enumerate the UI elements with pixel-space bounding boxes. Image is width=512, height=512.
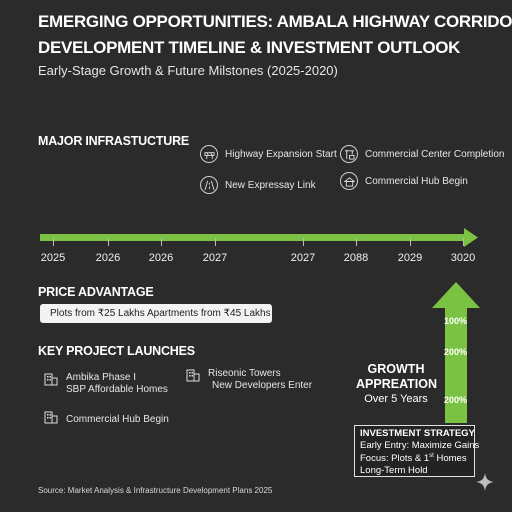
strategy-line: Long-Term Hold xyxy=(360,464,428,476)
timeline-year: 2088 xyxy=(343,252,369,264)
building-icon xyxy=(44,373,58,386)
timeline-tick xyxy=(53,238,54,246)
investment-strategy-box: INVESTMENT STRATEGY Early Entry: Maximiz… xyxy=(354,425,480,477)
crane-icon xyxy=(340,145,358,163)
timeline-tick xyxy=(215,238,216,246)
growth-title: GROWTH APPREATION Over 5 Years xyxy=(356,362,438,405)
road-icon xyxy=(200,176,218,194)
price-text: Plots from ₹25 Lakhs Apartments from ₹45… xyxy=(50,308,271,319)
milestone-highway-expansion: Highway Expansion Start xyxy=(200,145,337,163)
building-icon xyxy=(340,172,358,190)
price-heading: PRICE ADVANTAGE xyxy=(38,285,154,299)
launch-item: Commercial Hub Begin xyxy=(44,410,169,426)
timeline-tick xyxy=(356,238,357,246)
price-box: Plots from ₹25 Lakhs Apartments from ₹45… xyxy=(40,304,272,323)
road-barrier-icon xyxy=(200,145,218,163)
page-subtitle: Early-Stage Growth & Future Milstones (2… xyxy=(38,63,338,78)
timeline-tick xyxy=(410,238,411,246)
strategy-line: Early Entry: Maximize Gains xyxy=(360,439,480,451)
sparkle-icon xyxy=(476,473,494,491)
building-icon xyxy=(186,369,200,382)
milestone-expressway-link: New Expressay Link xyxy=(200,176,316,194)
timeline-year: 2025 xyxy=(40,252,66,264)
timeline-year: 2027 xyxy=(290,252,316,264)
timeline-tick xyxy=(463,238,464,246)
timeline-year: 2027 xyxy=(202,252,228,264)
launch-item: Riseonic Towers New Developers Enter xyxy=(186,368,312,392)
timeline-arrow xyxy=(40,228,478,247)
infrastructure-heading: MAJOR INFRASTUCTURE xyxy=(38,134,190,148)
timeline-tick xyxy=(303,238,304,246)
page-title: EMERGING OPPORTUNITIES: AMBALA HIGHWAY C… xyxy=(38,12,512,31)
growth-arrow xyxy=(432,282,480,423)
strategy-line: Focus: Plots & 1st Homes xyxy=(360,453,467,465)
timeline-year: 3020 xyxy=(450,252,476,264)
page-subtitle-title: DEVELOPMENT TIMELINE & INVESTMENT OUTLOO… xyxy=(38,38,461,57)
growth-level: 200% xyxy=(444,347,468,357)
source-note: Source: Market Analysis & Infrastructure… xyxy=(38,486,273,495)
timeline-tick xyxy=(161,238,162,246)
launches-heading: KEY PROJECT LAUNCHES xyxy=(38,344,195,358)
timeline-year: 2029 xyxy=(397,252,423,264)
launch-item: Ambika Phase I SBP Affordable Homes xyxy=(44,372,168,396)
growth-level: 200% xyxy=(444,395,468,405)
growth-level: 100% xyxy=(444,316,468,326)
timeline-year: 2026 xyxy=(148,252,174,264)
timeline-year: 2026 xyxy=(95,252,121,264)
milestone-commercial-hub: Commercial Hub Begin xyxy=(340,172,468,190)
strategy-heading: INVESTMENT STRATEGY xyxy=(360,428,475,439)
milestone-commercial-center: Commercial Center Completion xyxy=(340,145,505,163)
building-icon xyxy=(44,411,58,424)
timeline-tick xyxy=(108,238,109,246)
